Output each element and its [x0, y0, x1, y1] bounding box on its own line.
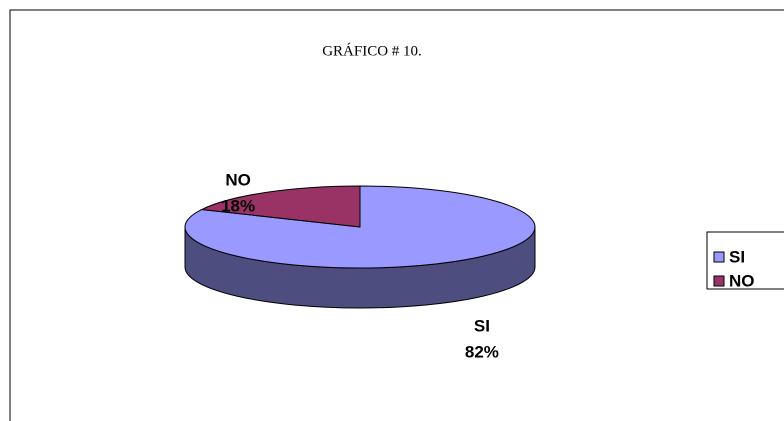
data-label-name: SI [474, 316, 490, 335]
data-label-value: 18% [221, 197, 255, 216]
legend-label: SI [729, 247, 745, 266]
legend-swatch [713, 275, 725, 287]
legend-swatch [713, 251, 725, 263]
chart-title: GRÁFICO # 10. [322, 42, 422, 59]
data-label-name: NO [225, 171, 251, 190]
pie-slice [199, 185, 361, 228]
data-label-value: 82% [465, 342, 499, 361]
legend-label: NO [729, 271, 755, 290]
